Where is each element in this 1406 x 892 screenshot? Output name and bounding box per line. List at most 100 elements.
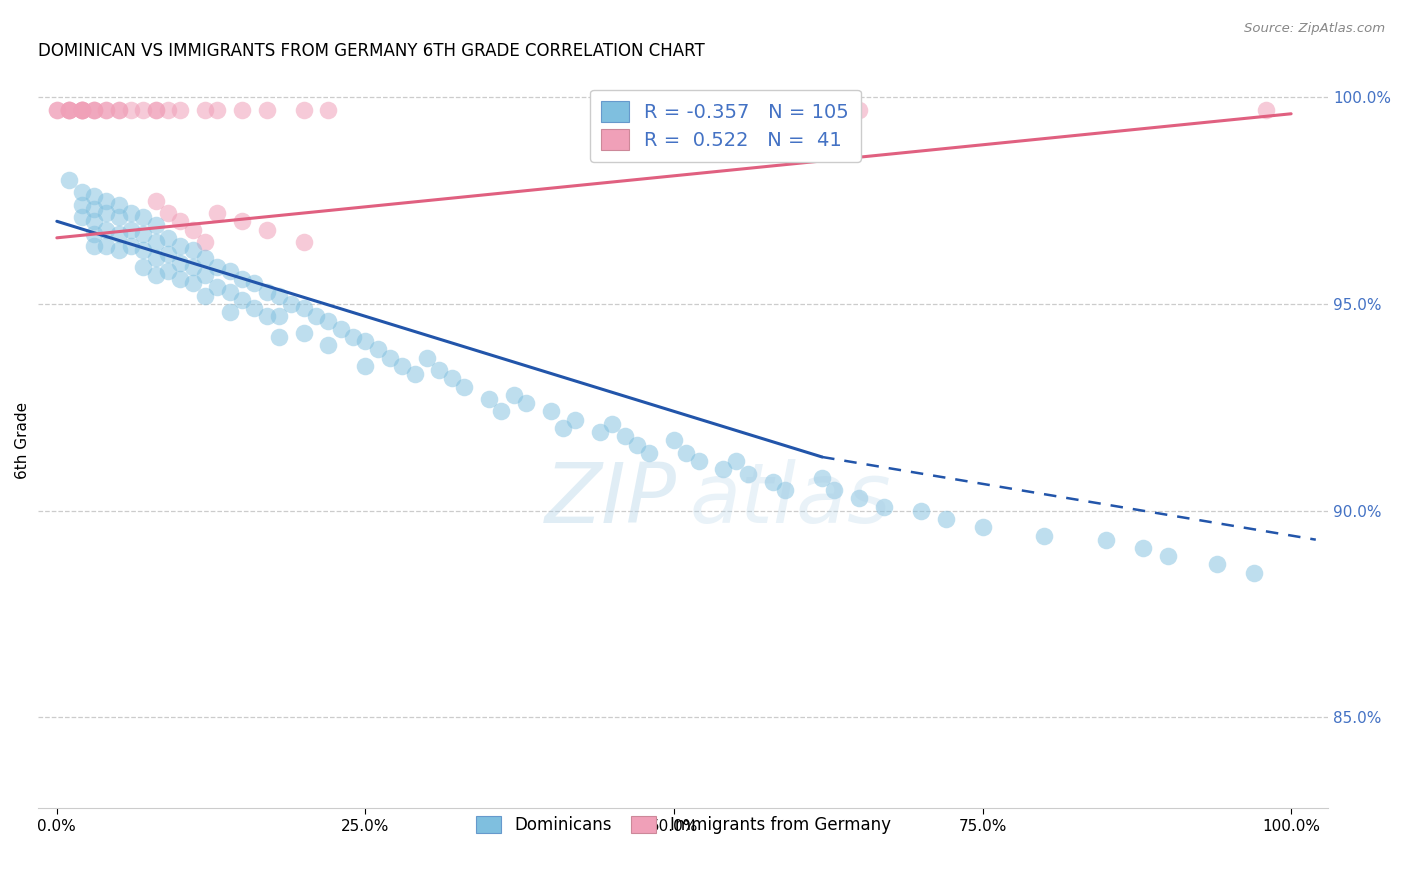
Point — [145, 103, 167, 117]
Point — [218, 305, 240, 319]
Point — [45, 103, 67, 117]
Point — [58, 103, 80, 117]
Text: atlas: atlas — [690, 458, 891, 540]
Point — [1033, 528, 1056, 542]
Point — [70, 103, 93, 117]
Point — [194, 252, 217, 266]
Point — [156, 103, 179, 117]
Point — [662, 434, 685, 448]
Point — [934, 512, 956, 526]
Point — [972, 520, 994, 534]
Point — [564, 413, 586, 427]
Point — [83, 227, 105, 241]
Point — [1206, 558, 1229, 572]
Text: ZIP: ZIP — [544, 458, 676, 540]
Point — [145, 194, 167, 208]
Point — [502, 388, 524, 402]
Point — [181, 244, 204, 258]
Point — [132, 210, 155, 224]
Point — [762, 475, 785, 489]
Point — [267, 289, 290, 303]
Point — [256, 285, 278, 299]
Point — [873, 500, 896, 514]
Point — [194, 289, 217, 303]
Point — [70, 210, 93, 224]
Point — [120, 103, 142, 117]
Point — [107, 210, 129, 224]
Point — [724, 454, 747, 468]
Point — [181, 222, 204, 236]
Point — [267, 330, 290, 344]
Point — [231, 293, 253, 307]
Point — [551, 421, 574, 435]
Point — [354, 359, 377, 373]
Point — [145, 219, 167, 233]
Legend: Dominicans, Immigrants from Germany: Dominicans, Immigrants from Germany — [465, 806, 901, 844]
Point — [120, 239, 142, 253]
Point — [318, 103, 340, 117]
Point — [83, 239, 105, 253]
Point — [132, 260, 155, 274]
Point — [354, 334, 377, 349]
Point — [910, 504, 932, 518]
Point — [96, 222, 118, 236]
Point — [688, 454, 710, 468]
Point — [342, 330, 364, 344]
Point — [429, 363, 451, 377]
Point — [156, 247, 179, 261]
Point — [156, 264, 179, 278]
Point — [107, 244, 129, 258]
Point — [267, 310, 290, 324]
Point — [318, 338, 340, 352]
Point — [169, 103, 191, 117]
Y-axis label: 6th Grade: 6th Grade — [15, 402, 30, 479]
Point — [156, 206, 179, 220]
Point — [70, 186, 93, 200]
Point — [1157, 549, 1180, 564]
Point — [83, 103, 105, 117]
Point — [367, 343, 389, 357]
Point — [83, 103, 105, 117]
Point — [600, 417, 623, 431]
Point — [378, 351, 401, 365]
Point — [58, 103, 80, 117]
Point — [416, 351, 439, 365]
Point — [243, 301, 266, 315]
Point — [280, 297, 302, 311]
Point — [96, 239, 118, 253]
Point — [231, 214, 253, 228]
Point — [243, 277, 266, 291]
Point — [231, 103, 253, 117]
Point — [132, 244, 155, 258]
Point — [58, 103, 80, 117]
Point — [169, 214, 191, 228]
Point — [489, 404, 512, 418]
Point — [181, 277, 204, 291]
Point — [58, 103, 80, 117]
Point — [169, 272, 191, 286]
Point — [823, 483, 845, 497]
Point — [207, 206, 229, 220]
Point — [305, 310, 328, 324]
Point — [181, 260, 204, 274]
Point — [329, 322, 352, 336]
Point — [626, 437, 648, 451]
Point — [107, 198, 129, 212]
Point — [58, 173, 80, 187]
Point — [145, 268, 167, 282]
Point — [1243, 566, 1265, 580]
Text: Source: ZipAtlas.com: Source: ZipAtlas.com — [1244, 22, 1385, 36]
Point — [256, 103, 278, 117]
Point — [70, 103, 93, 117]
Point — [70, 103, 93, 117]
Point — [169, 255, 191, 269]
Point — [45, 103, 67, 117]
Point — [194, 235, 217, 249]
Text: DOMINICAN VS IMMIGRANTS FROM GERMANY 6TH GRADE CORRELATION CHART: DOMINICAN VS IMMIGRANTS FROM GERMANY 6TH… — [38, 42, 704, 60]
Point — [218, 264, 240, 278]
Point — [540, 404, 562, 418]
Point — [256, 310, 278, 324]
Point — [96, 103, 118, 117]
Point — [711, 462, 734, 476]
Point — [440, 371, 463, 385]
